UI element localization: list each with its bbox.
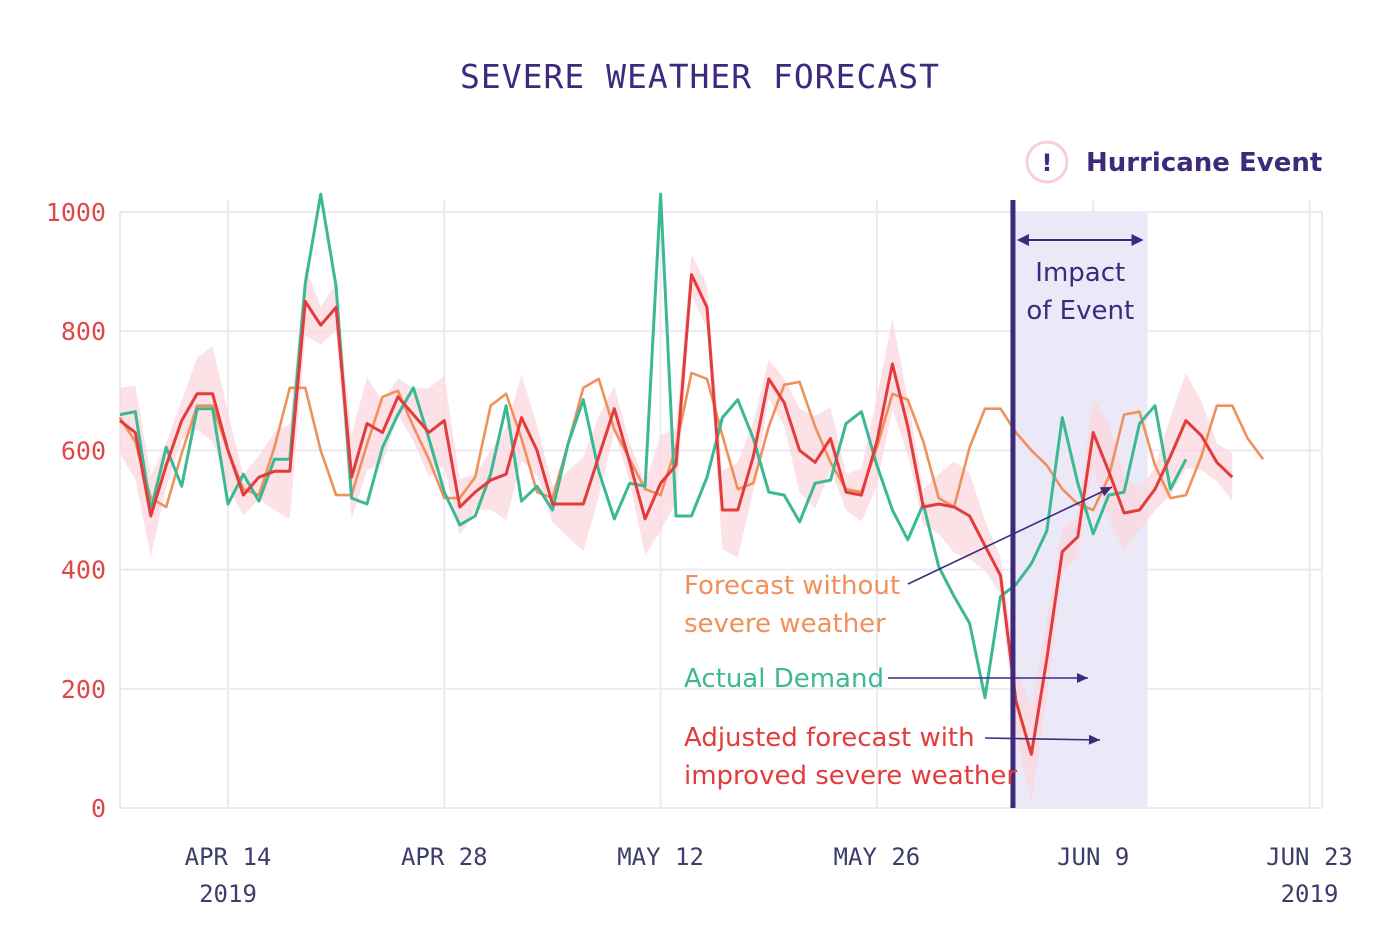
adjusted-forecast-label-arrow (984, 737, 1101, 741)
actual-demand-label: Actual Demand (684, 664, 884, 694)
impact-arrow-head-right (1131, 234, 1144, 246)
forecast-without-label: severe weather (684, 609, 886, 639)
x-tick-year: 2019 (1281, 880, 1339, 908)
y-tick-label: 400 (61, 556, 106, 585)
forecast-without-label-arrow-head (1099, 487, 1112, 497)
chart-title: SEVERE WEATHER FORECAST (460, 57, 940, 96)
alert-icon (1025, 140, 1069, 184)
forecast-without-severe-weather-line (118, 371, 1265, 512)
adjusted-forecast-label: improved severe weather (684, 761, 1017, 791)
axis-layer: 0 200 400 600 800 1000 APR 14 2019 APR 28 MAY 12 M… (46, 198, 1353, 908)
forecast-without-label-arrow (907, 486, 1113, 585)
y-tick-label: 0 (91, 794, 106, 823)
adjusted-forecast-label: Adjusted forecast with (684, 723, 975, 753)
x-tick-label: MAY 26 (834, 843, 921, 871)
alert-icon-glyph: ! (1042, 149, 1053, 177)
y-tick-label: 800 (61, 317, 106, 346)
actual-demand-label-arrow-head (1077, 673, 1088, 683)
y-tick-label: 600 (61, 436, 106, 465)
adjusted-forecast-label-arrow-head (1088, 734, 1100, 745)
impact-label-line: Impact (1035, 258, 1125, 288)
impact-label-line: of Event (1026, 296, 1134, 326)
y-tick-label: 1000 (46, 198, 106, 227)
x-tick-year: 2019 (199, 880, 257, 908)
forecast-without-label: Forecast without (684, 571, 900, 601)
x-tick-label: JUN 23 (1266, 843, 1353, 871)
x-tick-label: APR 14 (185, 843, 272, 871)
event-layer: ! Hurricane Event Impact of Event (1010, 140, 1322, 808)
adjusted-forecast-line (118, 273, 1234, 756)
x-tick-label: MAY 12 (617, 843, 704, 871)
series-layer (118, 192, 1265, 756)
x-tick-label: APR 28 (401, 843, 488, 871)
x-tick-label: JUN 9 (1057, 843, 1129, 871)
impact-arrow-head-left (1016, 234, 1029, 246)
y-tick-label: 200 (61, 675, 106, 704)
event-label: Hurricane Event (1086, 148, 1322, 178)
annotation-layer: Forecast without severe weather Actual Dem… (684, 486, 1113, 791)
